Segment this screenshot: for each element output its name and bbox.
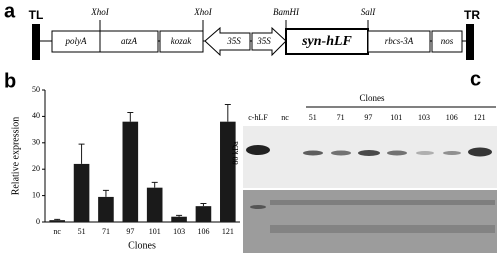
error-bar [78, 143, 85, 164]
lane-label: 106 [446, 113, 458, 122]
lane-label: 121 [474, 113, 486, 122]
error-bar [224, 104, 231, 122]
element-label: 35S [256, 36, 271, 46]
border-bar [32, 24, 40, 60]
bar [122, 121, 139, 222]
lane-label: nc [281, 113, 289, 122]
element-label: nos [441, 36, 454, 46]
border-label: TL [29, 8, 44, 22]
band [468, 147, 492, 157]
bar [73, 163, 90, 222]
y-tick-label: 30 [32, 138, 40, 147]
band [246, 145, 270, 155]
y-tick-label: 0 [36, 217, 40, 226]
error-bar [200, 203, 207, 207]
x-tick-label: 103 [173, 227, 185, 236]
band [387, 150, 407, 156]
marker-label: 80 kDa [231, 141, 240, 165]
element-label: syn-hLF [301, 34, 352, 49]
element-label: atzA [121, 36, 138, 46]
x-tick-label: 101 [149, 227, 161, 236]
bar [146, 187, 163, 222]
bands [246, 145, 495, 233]
error-bar [151, 181, 158, 188]
error-bar [54, 218, 61, 221]
bar [171, 216, 187, 222]
x-tick-label: 106 [197, 227, 209, 236]
element-box [99, 30, 159, 53]
construct: polyA atzA kozak 35S 35S syn-hLF rbcs-3A… [51, 7, 463, 57]
error-bar [127, 111, 134, 122]
lane-labels: c-hLF nc 51 71 97 101 103 106 121 [248, 113, 485, 122]
y-axis-title: Relative expression [10, 117, 21, 196]
panel-label: c [470, 68, 481, 90]
x-tick-label: 71 [102, 227, 110, 236]
site-label: XhoI [193, 7, 212, 17]
promoter-arrow [251, 26, 287, 57]
element-label: rbcs-3A [385, 36, 414, 46]
lane-label: 97 [364, 113, 372, 122]
band [303, 150, 323, 156]
lane-label: 51 [309, 113, 317, 122]
blot-upper [243, 126, 497, 188]
bar [195, 206, 212, 222]
band [331, 150, 351, 156]
y-tick-label: 20 [32, 164, 40, 173]
border-label: TR [464, 8, 480, 22]
bar [49, 220, 65, 222]
site-label: SalI [361, 7, 377, 17]
bar [220, 121, 236, 222]
border-bar [466, 24, 474, 60]
plot: 0 10 20 30 40 50 nc 51 71 97 101 103 106 121 [32, 85, 240, 236]
element-box [367, 30, 431, 53]
element-box [431, 30, 463, 53]
error-bar [176, 214, 183, 217]
band [250, 205, 266, 209]
site-label: BamHI [273, 7, 300, 17]
x-tick-label: 97 [126, 227, 134, 236]
error-bar [102, 189, 109, 197]
band [270, 225, 495, 233]
site-label: XhoI [90, 7, 109, 17]
y-tick-label: 50 [32, 85, 40, 94]
y-tick-label: 40 [32, 111, 40, 120]
x-tick-label: 121 [222, 227, 234, 236]
element-box [159, 30, 204, 53]
element-label: 35S [226, 36, 241, 46]
blot-lower [243, 190, 497, 253]
lane-label: c-hLF [248, 113, 268, 122]
lane-label: 101 [390, 113, 402, 122]
panel-label: a [4, 0, 16, 22]
x-tick-label: 51 [78, 227, 86, 236]
x-axis-title: Clones [128, 240, 156, 251]
element-label: kozak [171, 36, 192, 46]
lane-label: 103 [418, 113, 430, 122]
group-label: Clones [359, 93, 384, 103]
band [416, 151, 434, 155]
lane-label: 71 [337, 113, 345, 122]
band [358, 150, 380, 156]
promoter-arrow [204, 26, 251, 57]
element-label: polyA [65, 36, 87, 46]
band [443, 151, 461, 155]
x-tick-label: nc [53, 227, 61, 236]
panel-label: b [4, 70, 16, 92]
y-tick-label: 10 [32, 190, 40, 199]
band [270, 200, 495, 205]
bar [98, 196, 114, 222]
